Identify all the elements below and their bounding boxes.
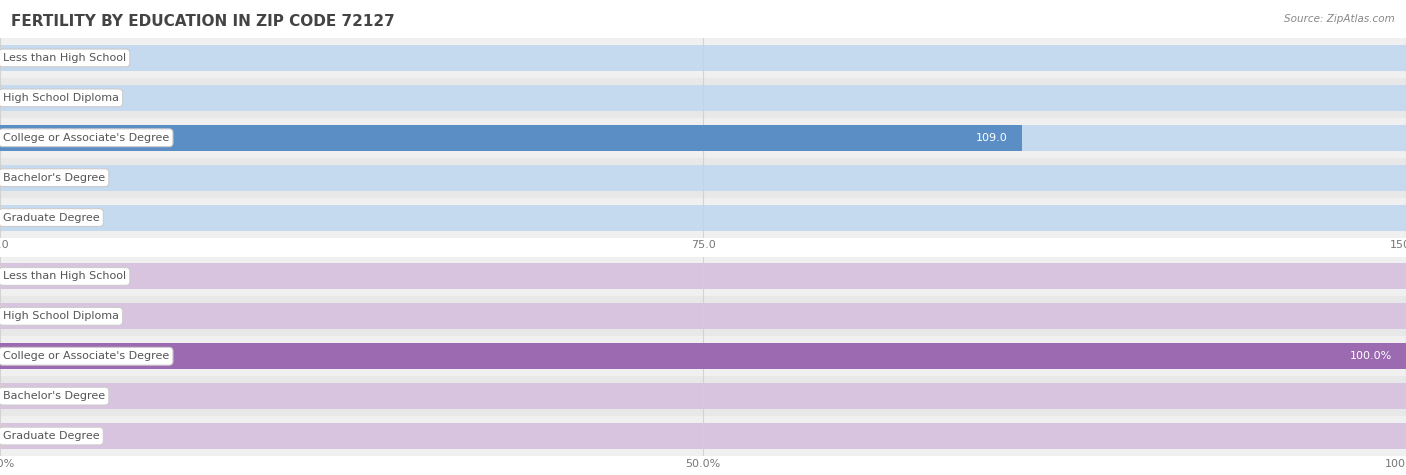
Text: 0.0: 0.0 <box>21 172 39 183</box>
Text: College or Associate's Degree: College or Associate's Degree <box>3 133 169 143</box>
Text: Source: ZipAtlas.com: Source: ZipAtlas.com <box>1284 14 1395 24</box>
Text: 0.0: 0.0 <box>21 212 39 223</box>
Text: 0.0%: 0.0% <box>21 271 49 282</box>
Bar <box>0 38 1406 78</box>
Text: High School Diploma: High School Diploma <box>3 93 120 103</box>
Text: 0.0: 0.0 <box>21 93 39 103</box>
Bar <box>0 256 1406 296</box>
Text: FERTILITY BY EDUCATION IN ZIP CODE 72127: FERTILITY BY EDUCATION IN ZIP CODE 72127 <box>11 14 395 29</box>
Bar <box>0 45 1406 71</box>
Text: Bachelor's Degree: Bachelor's Degree <box>3 391 105 401</box>
Text: 109.0: 109.0 <box>976 133 1008 143</box>
Bar <box>0 264 1406 289</box>
Bar <box>0 125 1022 151</box>
Text: Less than High School: Less than High School <box>3 53 127 63</box>
Bar <box>0 165 1406 190</box>
Text: Bachelor's Degree: Bachelor's Degree <box>3 172 105 183</box>
Bar <box>0 304 1406 329</box>
Text: Less than High School: Less than High School <box>3 271 127 282</box>
Text: 100.0%: 100.0% <box>1350 351 1392 361</box>
Text: 0.0: 0.0 <box>21 53 39 63</box>
Text: 0.0%: 0.0% <box>21 311 49 322</box>
Text: 0.0%: 0.0% <box>21 391 49 401</box>
Text: Graduate Degree: Graduate Degree <box>3 212 100 223</box>
Bar <box>0 85 1406 111</box>
Bar <box>0 416 1406 456</box>
Bar <box>0 336 1406 376</box>
Bar <box>0 125 1406 151</box>
Bar <box>0 423 1406 449</box>
Bar <box>0 343 1406 369</box>
Bar <box>0 158 1406 198</box>
Text: High School Diploma: High School Diploma <box>3 311 120 322</box>
Bar <box>0 343 1406 369</box>
Text: 0.0%: 0.0% <box>21 431 49 441</box>
Bar <box>0 296 1406 336</box>
Text: Graduate Degree: Graduate Degree <box>3 431 100 441</box>
Bar <box>0 118 1406 158</box>
Bar <box>0 78 1406 118</box>
Bar <box>0 376 1406 416</box>
Bar <box>0 205 1406 230</box>
Bar <box>0 383 1406 409</box>
Bar <box>0 198 1406 238</box>
Text: College or Associate's Degree: College or Associate's Degree <box>3 351 169 361</box>
